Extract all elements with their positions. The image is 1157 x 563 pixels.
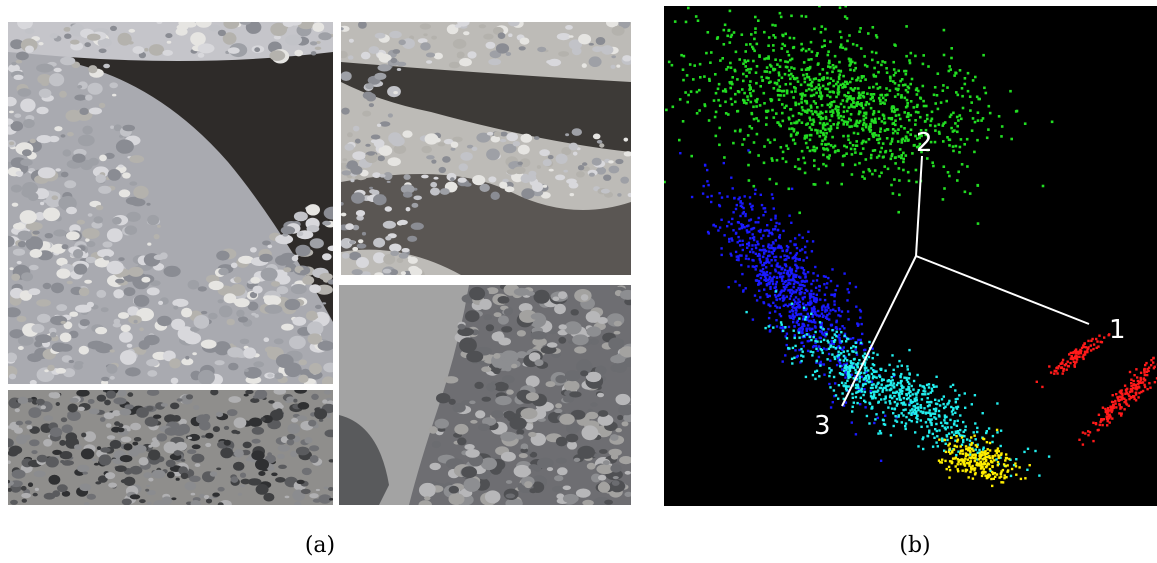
caption-a: (a) — [304, 533, 336, 558]
axis-3-line — [841, 255, 917, 407]
photo-gravel-wet-sand — [341, 22, 631, 275]
axis-label-2: 2 — [916, 128, 933, 158]
feature-space-scatter: 1 2 3 — [664, 6, 1157, 506]
photo-gravel-bar — [8, 22, 333, 384]
axis-1-line — [915, 255, 1090, 325]
photo-pebbles-on-sand — [8, 390, 333, 505]
axis-label-1: 1 — [1109, 315, 1126, 345]
axis-lines — [841, 155, 1090, 407]
photo-sand-gravel-edge — [339, 285, 631, 505]
caption-b: (b) — [899, 533, 931, 558]
axis-label-3: 3 — [814, 411, 831, 441]
axis-2-line — [915, 155, 923, 257]
